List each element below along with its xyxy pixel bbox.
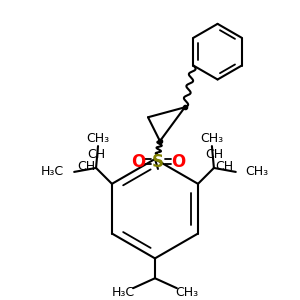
Text: CH₃: CH₃ (86, 132, 110, 145)
Text: CH₃: CH₃ (246, 165, 269, 178)
Text: CH: CH (205, 148, 223, 160)
Text: H₃C: H₃C (112, 286, 135, 299)
Text: CH: CH (77, 160, 95, 173)
Text: CH: CH (215, 160, 233, 173)
Text: CH: CH (87, 148, 105, 160)
Text: O: O (131, 153, 145, 171)
Text: H₃C: H₃C (41, 165, 64, 178)
Text: CH₃: CH₃ (200, 132, 224, 145)
Text: S: S (152, 153, 164, 171)
Text: CH₃: CH₃ (175, 286, 198, 299)
Text: O: O (171, 153, 185, 171)
